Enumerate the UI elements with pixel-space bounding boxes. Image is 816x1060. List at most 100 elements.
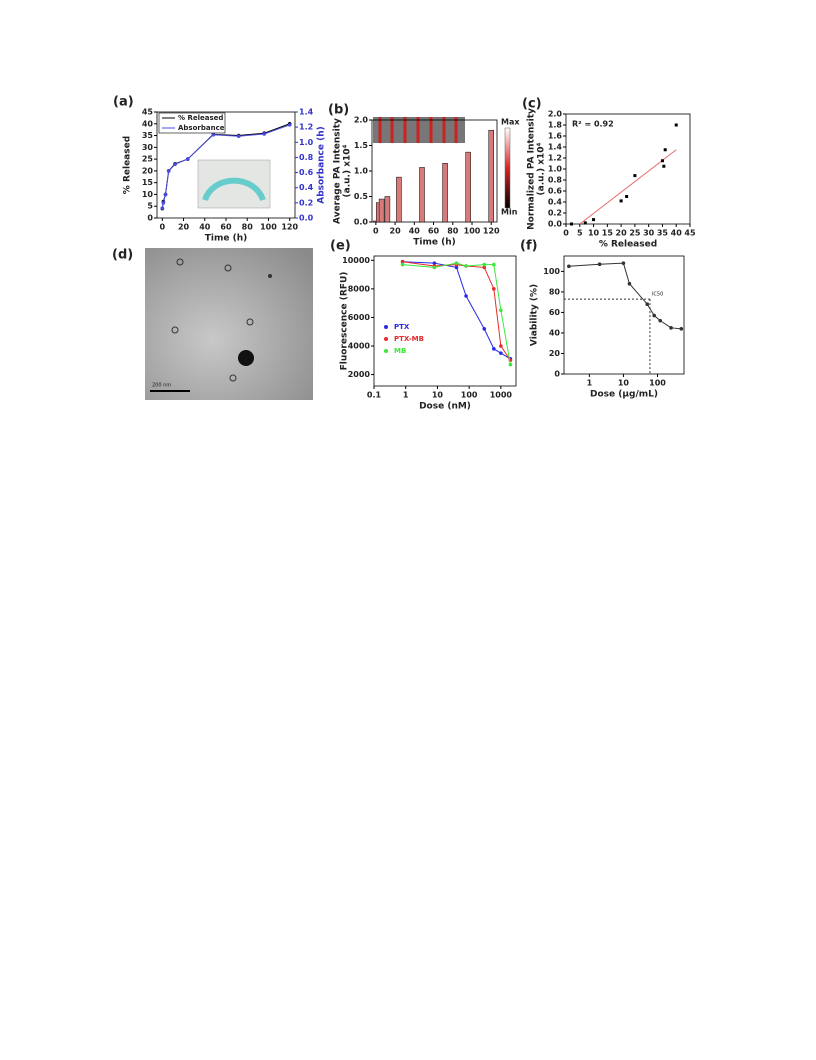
photo-detail: [202, 177, 266, 202]
tem-particle: [268, 274, 272, 278]
series-line: [402, 261, 511, 360]
data-point: [674, 123, 678, 127]
y-tick-label: 5: [147, 202, 153, 211]
data-point: [499, 344, 503, 348]
x-tick-label: 100: [464, 227, 481, 236]
data-point: [454, 265, 459, 270]
y-tick-label: 10: [142, 190, 154, 199]
y-tick-label: 30: [142, 143, 154, 152]
bar: [419, 167, 425, 223]
bar: [465, 151, 471, 223]
y-tick-label: 0: [147, 214, 153, 223]
y-axis-label: % Released: [123, 136, 133, 194]
data-point: [492, 287, 496, 291]
y-axis-label: Viability (%): [530, 284, 540, 346]
data-point: [464, 294, 468, 298]
x-tick-label: 0: [160, 223, 166, 232]
x-tick-label: 45: [684, 229, 696, 238]
series-line: [568, 262, 682, 330]
data-point: [663, 148, 667, 152]
scale-bar-label: 200 nm: [152, 383, 171, 389]
data-point: [508, 362, 513, 367]
bar: [488, 129, 494, 223]
y-axis-label: (a.u.) x10⁴: [537, 142, 547, 195]
data-point: [492, 262, 496, 267]
legend-box: [158, 112, 226, 134]
annotation: R² = 0.92: [572, 120, 614, 129]
x-tick-label: 100: [260, 223, 277, 232]
y-tick-label: 2000: [348, 370, 371, 379]
x-axis-label: Dose (µg/mL): [590, 390, 658, 400]
data-point: [432, 265, 437, 270]
x-tick-label: 80: [447, 227, 459, 236]
y2-tick-label: 0.8: [299, 153, 314, 162]
y-tick-label: 20: [549, 349, 561, 358]
x-tick-label: 100: [461, 391, 478, 400]
y-tick-label: 1.4: [548, 143, 563, 152]
legend-swatch: [384, 337, 388, 341]
y-tick-label: 25: [142, 155, 154, 164]
x-tick-label: 40: [671, 229, 683, 238]
data-point: [287, 123, 292, 127]
y-tick-label: 1.0: [548, 165, 563, 174]
data-point: [645, 302, 650, 307]
x-tick-label: 60: [428, 227, 440, 236]
x-tick-label: 40: [199, 223, 211, 232]
data-point: [160, 206, 165, 210]
legend-swatch: [384, 325, 388, 329]
legend-swatch: [384, 349, 388, 353]
data-point: [166, 169, 171, 173]
data-point: [570, 222, 574, 226]
y-axis-label: Normalized PA Intensity: [527, 108, 537, 230]
y-tick-label: 40: [549, 328, 561, 337]
tem-image: [145, 248, 313, 400]
y-tick-label: 6000: [348, 313, 371, 322]
tem-particle: [224, 264, 232, 272]
x-tick-label: 10: [588, 229, 600, 238]
y-tick-label: 20: [142, 166, 154, 175]
data-point: [173, 162, 177, 167]
data-point: [499, 351, 503, 355]
y2-tick-label: 0.0: [299, 214, 314, 223]
y-tick-label: 1.8: [548, 121, 563, 130]
panel-label: (b): [328, 103, 349, 118]
bar: [442, 163, 448, 223]
legend-label: MB: [394, 347, 406, 355]
colorbar-label: Min: [501, 208, 518, 217]
y-tick-label: 0.2: [548, 209, 562, 218]
data-point: [236, 134, 241, 139]
x-tick-label: 20: [390, 227, 402, 236]
x-axis-label: Time (h): [413, 238, 455, 248]
x-tick-label: 0.1: [367, 391, 382, 400]
x-axis-label: % Released: [599, 240, 657, 250]
legend-label: PTX-MB: [394, 335, 424, 343]
y2-tick-label: 0.4: [299, 183, 314, 192]
data-point: [669, 326, 673, 330]
legend-label: % Released: [178, 114, 223, 122]
y2-tick-label: 0.6: [299, 168, 314, 177]
x-tick-label: 30: [643, 229, 655, 238]
data-point: [163, 192, 168, 197]
data-point: [482, 327, 487, 331]
colorbar: [504, 127, 511, 209]
y-tick-label: 1.6: [548, 132, 563, 141]
data-point: [660, 159, 664, 163]
series-line: [402, 261, 511, 361]
data-point: [482, 262, 487, 267]
tem-particle: [246, 318, 254, 326]
data-point: [211, 132, 216, 137]
bar: [396, 176, 402, 223]
data-point: [454, 261, 459, 265]
ic50-label: IC50: [652, 292, 663, 298]
x-tick-label: 0: [373, 227, 379, 236]
x-tick-label: 10: [432, 391, 444, 400]
series-line: [402, 262, 511, 365]
y-tick-label: 4000: [348, 342, 371, 351]
data-point: [499, 308, 503, 313]
data-point: [185, 157, 190, 161]
y-tick-label: 1.2: [548, 154, 562, 163]
bar: [378, 198, 385, 223]
data-point: [679, 327, 684, 331]
data-point: [400, 262, 405, 267]
